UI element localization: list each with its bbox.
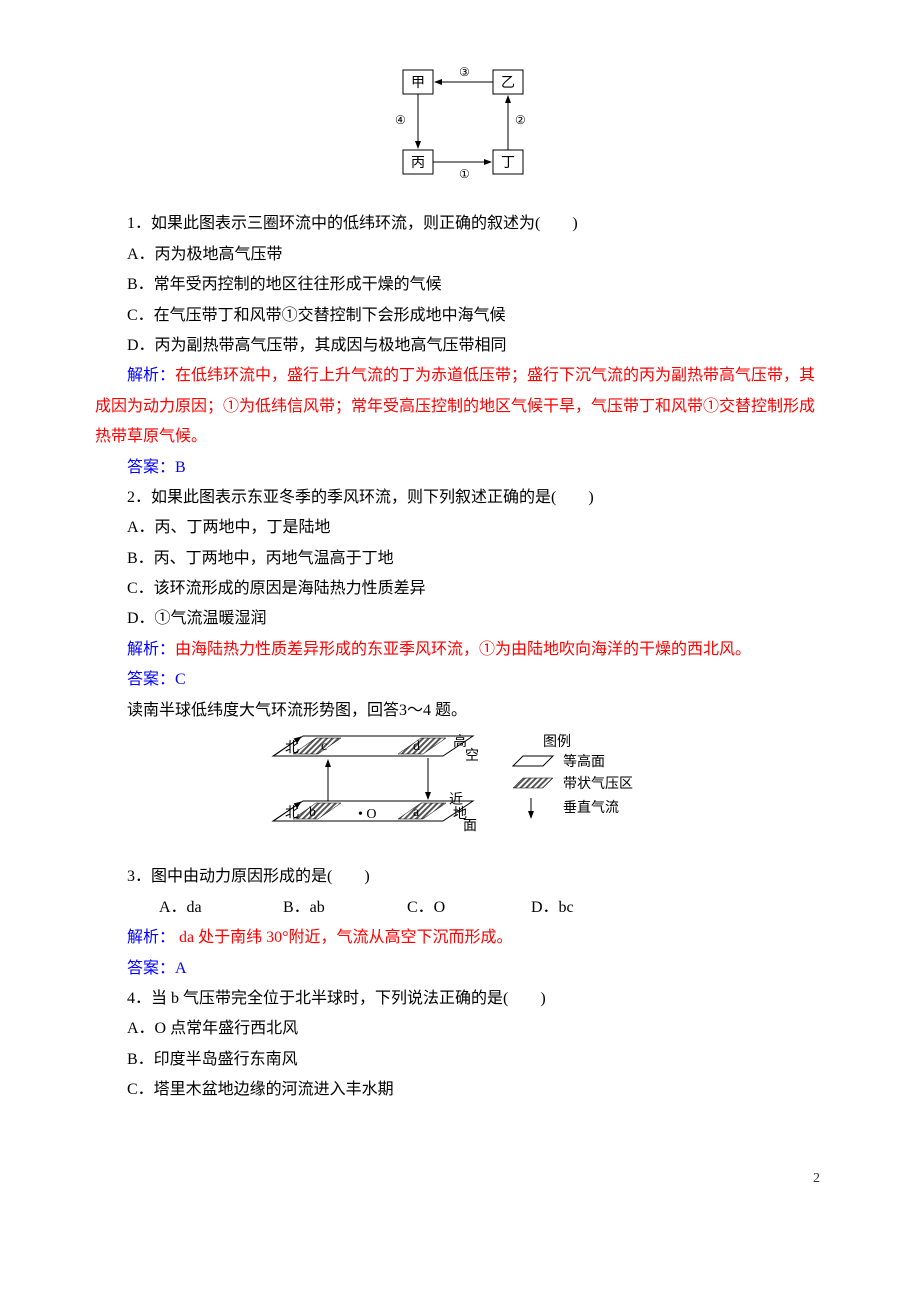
q2-answer: 答案：C xyxy=(95,665,830,695)
explain-label: 解析： xyxy=(127,641,175,658)
q3-opt-b: B．ab xyxy=(251,893,371,923)
q2-explanation: 解析：由海陆热力性质差异形成的东亚季风环流，①为由陆地吹向海洋的干燥的西北风。 xyxy=(95,635,830,665)
edge-label-3: ③ xyxy=(459,65,470,79)
legend-plane: 等高面 xyxy=(563,753,605,770)
diagram-2: c d b a • O 北 北 高 空 近 地 面 图例 等高面 带状气压区 垂… xyxy=(95,726,830,852)
q2-stem: 2．如果此图表示东亚冬季的季风环流，则下列叙述正确的是( ) xyxy=(95,483,830,513)
q1-opt-d: D．丙为副热带高气压带，其成因与极地高气压带相同 xyxy=(95,331,830,361)
diagram-1: 甲 乙 丙 丁 ③ ④ ② ① xyxy=(95,60,830,199)
q3-stem: 3．图中由动力原因形成的是( ) xyxy=(95,862,830,892)
label-c: c xyxy=(321,739,327,754)
q1-opt-a: A．丙为极地高气压带 xyxy=(95,240,830,270)
q2-opt-c: C．该环流形成的原因是海陆热力性质差异 xyxy=(95,574,830,604)
q3-opt-a: A．da xyxy=(127,893,247,923)
label-b: b xyxy=(309,805,316,820)
explain-label: 解析： xyxy=(127,929,175,946)
label-o: • O xyxy=(358,807,377,822)
q1-stem: 1．如果此图表示三圈环流中的低纬环流，则正确的叙述为( ) xyxy=(95,209,830,239)
explain-text: 在低纬环流中，盛行上升气流的丁为赤道低压带；盛行下沉气流的丙为副热带高气压带，其… xyxy=(95,367,815,445)
circulation-diagram-svg: c d b a • O 北 北 高 空 近 地 面 图例 等高面 带状气压区 垂… xyxy=(253,726,673,841)
q1-opt-c: C．在气压带丁和风带①交替控制下会形成地中海气候 xyxy=(95,301,830,331)
north-upper: 北 xyxy=(285,740,299,756)
answer-label: 答案： xyxy=(127,960,175,977)
node-jia: 甲 xyxy=(411,76,425,91)
q4-stem: 4．当 b 气压带完全位于北半球时，下列说法正确的是( ) xyxy=(95,984,830,1014)
q4-opt-a: A．O 点常年盛行西北风 xyxy=(95,1014,830,1044)
answer-value: B xyxy=(175,459,186,476)
legend-band: 带状气压区 xyxy=(563,776,633,792)
node-ding: 丁 xyxy=(501,156,515,171)
answer-label: 答案： xyxy=(127,671,175,688)
edge-label-1: ① xyxy=(459,167,470,181)
intro-34: 读南半球低纬度大气环流形势图，回答3～4 题。 xyxy=(95,696,830,726)
edge-label-2: ② xyxy=(515,113,526,127)
q2-opt-b: B．丙、丁两地中，丙地气温高于丁地 xyxy=(95,544,830,574)
gaokong-2: 空 xyxy=(465,748,479,764)
q2-opt-d: D．①气流温暖湿润 xyxy=(95,604,830,634)
node-yi: 乙 xyxy=(501,75,515,91)
q3-opt-c: C．O xyxy=(375,893,495,923)
label-d: d xyxy=(413,739,420,754)
q4-opt-c: C．塔里木盆地边缘的河流进入丰水期 xyxy=(95,1075,830,1105)
answer-label: 答案： xyxy=(127,459,175,476)
node-bing: 丙 xyxy=(411,156,425,171)
q3-answer: 答案：A xyxy=(95,954,830,984)
explain-text: da 处于南纬 30°附近，气流从高空下沉而形成。 xyxy=(175,929,513,946)
gaokong-1: 高 xyxy=(453,733,467,750)
legend-arrow: 垂直气流 xyxy=(563,799,619,816)
dimian-1: 近 xyxy=(449,792,463,808)
explain-label: 解析： xyxy=(127,367,175,384)
q1-explanation: 解析：在低纬环流中，盛行上升气流的丁为赤道低压带；盛行下沉气流的丙为副热带高气压… xyxy=(95,361,830,452)
q1-opt-b: B．常年受丙控制的地区往往形成干燥的气候 xyxy=(95,270,830,300)
q3-opt-d: D．bc xyxy=(499,893,574,923)
q2-opt-a: A．丙、丁两地中，丁是陆地 xyxy=(95,513,830,543)
q4-opt-b: B．印度半岛盛行东南风 xyxy=(95,1045,830,1075)
flow-diagram-svg: 甲 乙 丙 丁 ③ ④ ② ① xyxy=(383,60,543,188)
explain-text: 由海陆热力性质差异形成的东亚季风环流，①为由陆地吹向海洋的干燥的西北风。 xyxy=(175,641,751,658)
answer-value: C xyxy=(175,671,186,688)
q3-options: A．da B．ab C．O D．bc xyxy=(95,893,830,923)
label-a: a xyxy=(413,805,420,820)
legend-title: 图例 xyxy=(543,734,571,750)
q3-explanation: 解析： da 处于南纬 30°附近，气流从高空下沉而形成。 xyxy=(95,923,830,953)
edge-label-4: ④ xyxy=(395,113,406,127)
q1-answer: 答案：B xyxy=(95,453,830,483)
page-number: 2 xyxy=(95,1166,830,1193)
dimian-3: 面 xyxy=(463,819,477,834)
answer-value: A xyxy=(175,960,187,977)
north-lower: 北 xyxy=(285,805,299,821)
